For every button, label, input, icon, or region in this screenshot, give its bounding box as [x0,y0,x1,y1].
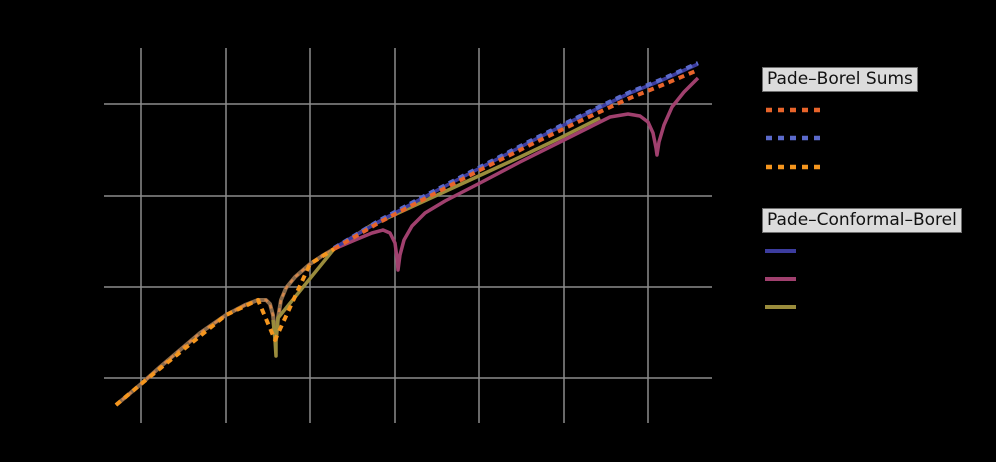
series-line [333,62,699,250]
series-line [114,247,336,407]
series-line [332,68,699,251]
series-line [271,116,601,358]
legend-title-pade-conformal-borel: Pade–Conformal–Borel [762,208,962,233]
legend-title-pade-borel: Pade–Borel Sums [762,67,918,92]
shared-curve [114,247,336,407]
grid-lines [104,48,712,423]
series-line [332,61,699,250]
series-line [333,76,700,272]
legend-swatches [765,107,824,309]
data-series [114,61,700,407]
